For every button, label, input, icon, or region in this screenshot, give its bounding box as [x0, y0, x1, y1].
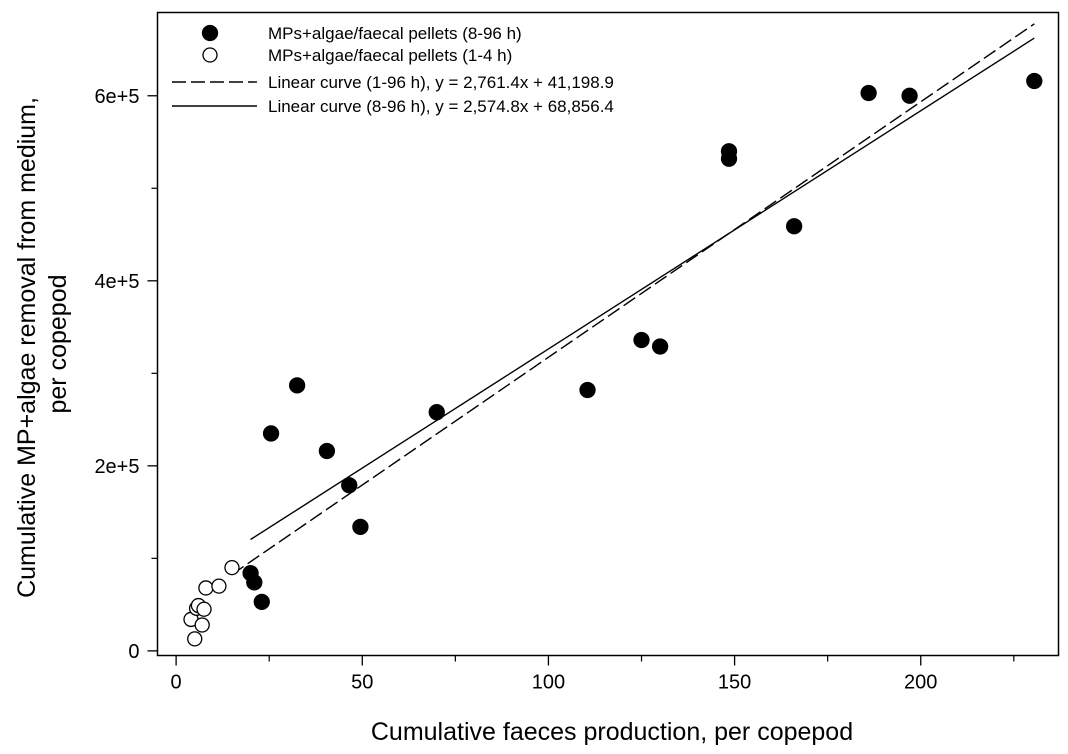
legend-label: Linear curve (8-96 h), y = 2,574.8x + 68… — [268, 97, 614, 116]
y-tick-label: 4e+5 — [94, 271, 139, 293]
data-point-open — [196, 601, 212, 617]
data-point-filled — [651, 338, 669, 355]
y-axis-title-line-1: Cumulative MP+algae removal from medium, — [13, 97, 41, 598]
data-point-filled — [633, 331, 650, 349]
data-point-filled — [288, 377, 306, 394]
data-point-filled — [246, 574, 263, 591]
data-point-filled — [860, 84, 877, 102]
axis-tick-labels: 0 50 100 150 200 0 2e+5 4e+5 6e+5 — [94, 86, 937, 694]
regression-line-1-96h — [231, 23, 1035, 576]
regression-lines — [231, 23, 1035, 576]
data-point-filled — [428, 404, 445, 421]
data-point-filled — [318, 442, 336, 460]
regression-line-8-96h — [250, 37, 1035, 541]
data-point-filled — [352, 518, 369, 536]
y-tick-label: 0 — [128, 641, 139, 663]
data-point-filled — [720, 150, 738, 167]
data-point-open — [224, 559, 240, 576]
data-point-filled — [262, 425, 280, 442]
y-axis-title-line-2: per copepod — [44, 274, 72, 413]
data-point-filled — [786, 218, 803, 235]
plot-frame — [156, 11, 1060, 657]
x-tick-label: 150 — [718, 672, 751, 694]
data-point-open — [187, 631, 203, 647]
data-points — [183, 72, 1043, 647]
axis-ticks — [147, 95, 1015, 666]
legend-marker-filled — [201, 24, 219, 42]
x-tick-label: 0 — [171, 672, 182, 694]
legend-marker-open — [202, 47, 218, 63]
data-point-filled — [253, 593, 270, 610]
data-point-filled — [579, 381, 596, 399]
data-point-filled — [1026, 72, 1043, 90]
x-tick-label: 200 — [904, 672, 937, 694]
data-point-filled — [901, 87, 918, 104]
x-tick-label: 100 — [532, 672, 565, 694]
legend-label: MPs+algae/faecal pellets (8-96 h) — [268, 24, 522, 43]
y-tick-label: 2e+5 — [94, 456, 139, 478]
y-axis-title: Cumulative MP+algae removal from medium,… — [13, 90, 72, 598]
data-point-open — [198, 580, 214, 596]
x-axis-title: Cumulative faeces production, per copepo… — [371, 718, 853, 746]
legend: MPs+algae/faecal pellets (8-96 h) MPs+alg… — [172, 24, 614, 116]
x-tick-label: 50 — [351, 672, 373, 694]
data-point-filled — [341, 477, 358, 494]
y-tick-label: 6e+5 — [94, 86, 139, 108]
data-point-open — [211, 578, 227, 594]
legend-label: Linear curve (1-96 h), y = 2,761.4x + 41… — [268, 73, 614, 92]
data-point-open — [194, 617, 210, 633]
legend-label: MPs+algae/faecal pellets (1-4 h) — [268, 46, 512, 65]
